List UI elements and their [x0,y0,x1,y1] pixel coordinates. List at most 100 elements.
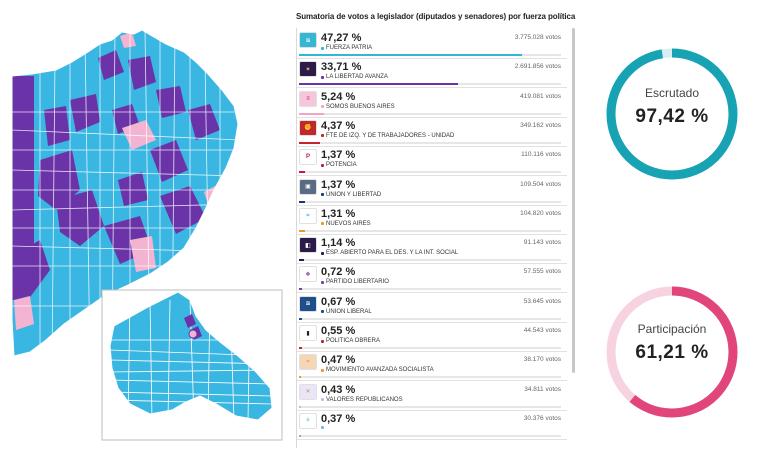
party-votes: 53.645 votos [523,297,561,305]
results-panel: Sumatoria de votos a legislador (diputad… [296,12,578,454]
party-name-line: VALORES REPUBLICANOS [321,397,403,403]
party-row[interactable]: ✕ 0,43 % 34.811 votos VALORES REPUBLICANOS [297,382,567,411]
party-share-bar [299,259,305,262]
party-row[interactable]: ◧ 1,14 % 91.143 votos ESP. ABIERTO PARA EL … [297,235,567,265]
union-y-libertad-logo: ▣ [299,178,317,195]
party-votes: 3.775.028 votos [514,34,561,41]
party-row[interactable]: ✶ 33,71 % 2.691.856 votos LA LIBERTAD AVANZ… [297,59,567,89]
party-color-dot [321,105,324,109]
row-divider [297,116,567,118]
party-share-bar [299,200,306,203]
party-color-dot [321,222,324,226]
party-percentage: 5,24 % [321,90,356,103]
party-row[interactable]: ≈0,47 % 38.170 votos MOVIMIENTO AVANZADA S… [297,352,567,382]
nuevos-aires-logo: ≈ [299,207,317,224]
row-divider [297,380,567,382]
party-name: POLITICA OBRERA [326,338,381,344]
party-share-bar-track [299,171,561,174]
party-row[interactable]: ≋ 47,27 % 3.775.028 votos FUERZA PATRIA [297,30,567,59]
province-map-svg[interactable] [0,0,290,454]
party-row[interactable]: ❖ 0,72 % 57.555 votos PARTIDO LIBERTARIO [297,264,567,294]
results-scrollbar[interactable] [572,28,575,373]
party-name-line: POLITICA OBRERA [321,338,380,344]
party-percentage: 0,37 % [321,412,356,425]
province-map[interactable] [0,0,290,454]
party-percentage: 33,71 % [321,61,362,74]
party-row[interactable]: ≋ 0,67 % 53.645 votos UNION LIBERAL [297,294,567,323]
party-color-dot [321,46,324,50]
party-share-bar [299,288,303,291]
party-share-bar-track [299,200,561,203]
party-color-dot [321,193,324,196]
escrutado-label: Escrutado [644,86,700,100]
party-name: VALORES REPUBLICANOS [326,396,403,403]
party-percentage: 4,37 % [321,119,356,132]
party-name: PARTIDO LIBERTARIO [326,279,389,286]
row-divider [297,233,567,235]
party-name-line: UNION LIBERAL [321,309,372,315]
party-percentage: 0,43 % [321,383,356,396]
party-row[interactable]: P 1,37 % 110.116 votos POTENCIA [297,147,567,177]
party-color-dot [321,425,324,429]
party-name-line: ESP. ABIERTO PARA EL DES. Y LA INT. SOCI… [321,250,458,256]
party-share-bar [299,171,306,174]
party-row[interactable]: ≡ 5,24 % 419.081 votos SOMOS BUENOS AIRES [297,89,567,118]
party-share-bar [299,376,302,379]
party-votes: 104.820 votos [520,209,561,217]
row-divider [297,204,567,206]
politica-obrera-logo: ▮ [299,325,317,341]
party-share-bar [299,405,302,408]
party-percentage: 1,14 % [321,237,356,250]
row-divider [297,175,567,177]
party-votes: 349.162 votos [520,121,561,129]
escrutado-value: 97,42 % [635,106,709,127]
party-share-bar [299,317,303,320]
party-share-bar-track [299,347,561,349]
party-share-bar [299,54,522,56]
party-share-bar-track [299,83,561,86]
party-percentage: 1,31 % [321,207,356,220]
party-row[interactable]: ✊ 4,37 % 349.162 votos FTE DE IZQ. Y DE TRA… [297,118,567,147]
valores-republicanos-logo: ✕ [299,383,317,400]
party-share-bar-track [299,259,561,262]
party-percentage: 0,55 % [321,325,356,337]
party-share-bar-track [299,112,561,115]
party-name: UNION Y LIBERTAD [326,191,382,198]
union-liberal-logo: ≋ [299,295,317,312]
party-share-bar-track [299,434,561,437]
caba-marker[interactable] [188,329,198,339]
party-share-bar-track [299,54,561,56]
party-name-line: PARTIDO LIBERTARIO [321,279,389,285]
party-votes: 34.811 votos [524,385,561,393]
movimiento-avanzada-socialista-logo: ≈ [299,354,317,371]
party-name-line: FTE DE IZQ. Y DE TRABAJADORES - UNIDAD [321,133,454,139]
party-share-bar-track [299,141,561,144]
party-row[interactable]: ▮ 0,55 % 44.543 votos POLITICA OBRERA [297,323,567,352]
party-votes: 109.504 votos [520,180,561,188]
potencia-logo: P [299,149,317,166]
row-divider [297,87,567,89]
party-share-bar [299,347,302,349]
participacion-value: 61,21 % [635,342,709,363]
party-name-line: NUEVOS AIRES [321,221,371,227]
party-name-line: SOMOS BUENOS AIRES [321,104,395,110]
party-row[interactable]: ≈1,31 % 104.820 votos NUEVOS AIRES [297,206,567,235]
party-share-bar-track [299,229,561,232]
party-row[interactable]: ⚘ 0,37 % 30.376 votos [297,411,567,440]
party-color-dot [321,398,324,402]
party-share-bar [299,141,320,144]
row-divider [297,321,567,323]
party-percentage: 47,27 % [321,32,362,44]
party-name-line [321,425,326,429]
party-share-bar-track [299,317,561,320]
party-share-bar [299,83,458,86]
fuerza-patria-logo: ≋ [299,32,317,48]
party-name: ESP. ABIERTO PARA EL DES. Y LA INT. SOCI… [326,250,459,257]
party-results-list[interactable]: ≋ 47,27 % 3.775.028 votos FUERZA PATRIA ✶ 33,… [296,28,576,448]
escrutado-gauge-arc [606,48,738,180]
party-votes: 91.143 votos [523,239,561,247]
party-share-bar [299,434,301,437]
party-percentage: 1,37 % [321,149,356,162]
party-color-dot [321,280,324,284]
party-row[interactable]: ▣ 1,37 % 109.504 votos UNION Y LIBERTAD [297,177,567,206]
